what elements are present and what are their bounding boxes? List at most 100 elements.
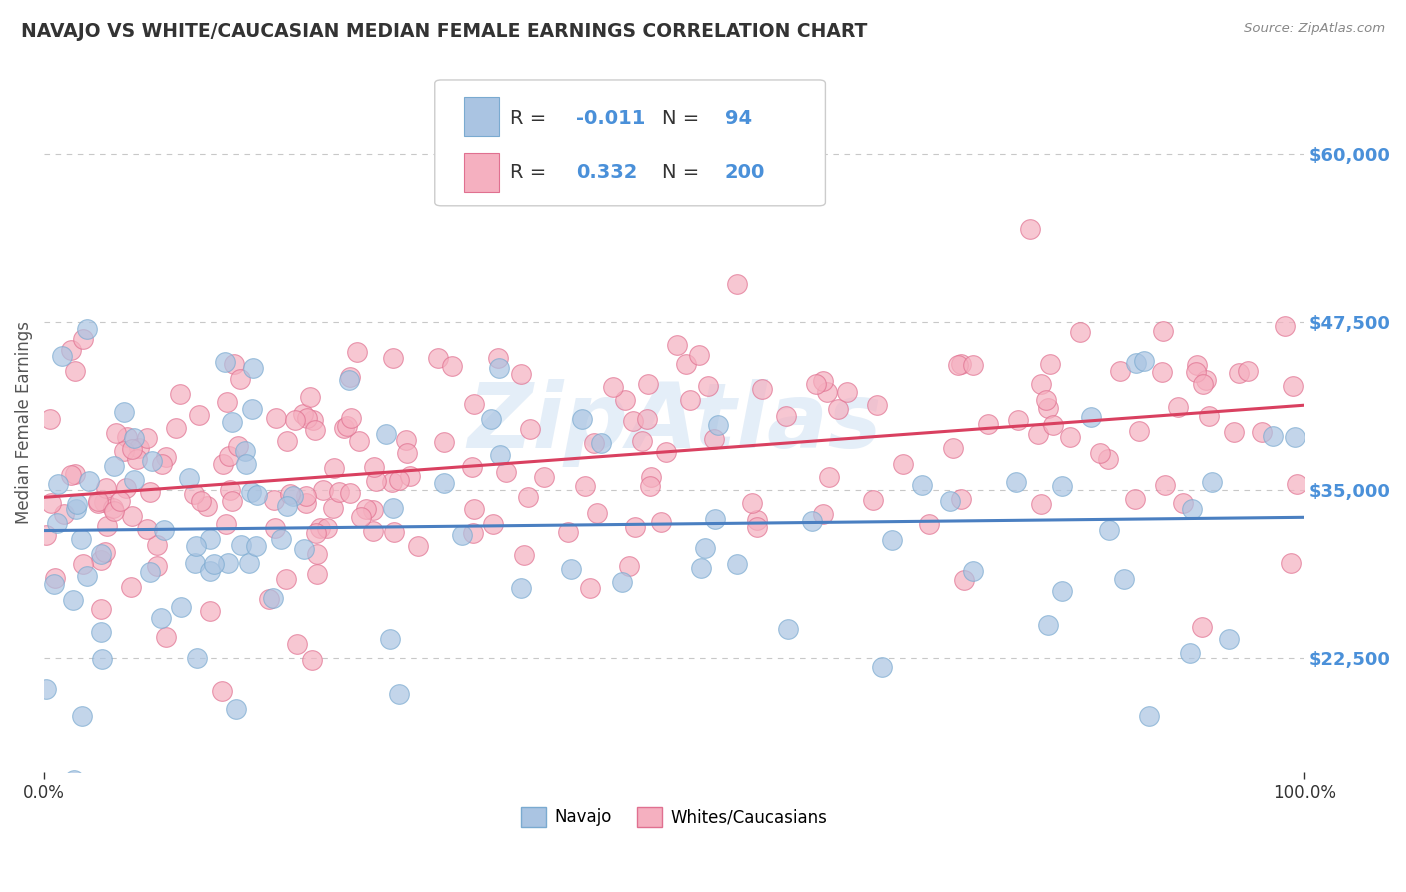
Point: [1185, 358, 1208, 372]
Point: [339, 486, 361, 500]
Point: [150, 457, 173, 471]
Point: [361, 503, 384, 517]
Point: [96, 519, 118, 533]
Point: [745, 514, 768, 528]
Text: -0.011: -0.011: [576, 109, 645, 128]
Point: [640, 469, 662, 483]
Point: [1132, 354, 1154, 368]
Point: [638, 479, 661, 493]
Point: [190, 494, 212, 508]
Point: [619, 559, 641, 574]
Bar: [464, 97, 499, 136]
Point: [346, 344, 368, 359]
Point: [1050, 583, 1073, 598]
Point: [240, 402, 263, 417]
Point: [259, 592, 281, 607]
Point: [298, 390, 321, 404]
Point: [1285, 476, 1308, 491]
Point: [214, 516, 236, 531]
Point: [517, 490, 540, 504]
Point: [406, 539, 429, 553]
Point: [276, 434, 298, 448]
Point: [1128, 424, 1150, 438]
Point: [962, 565, 984, 579]
Point: [689, 561, 711, 575]
Point: [361, 524, 384, 538]
Point: [460, 460, 482, 475]
Point: [623, 414, 645, 428]
Point: [225, 702, 247, 716]
Point: [264, 411, 287, 425]
Point: [1152, 365, 1174, 379]
Point: [233, 443, 256, 458]
Point: [155, 630, 177, 644]
Point: [302, 413, 325, 427]
Point: [862, 492, 884, 507]
Point: [583, 435, 606, 450]
Point: [827, 402, 849, 417]
Point: [1173, 496, 1195, 510]
Text: Source: ZipAtlas.com: Source: ZipAtlas.com: [1244, 22, 1385, 36]
Point: [1112, 572, 1135, 586]
Point: [486, 351, 509, 365]
Point: [725, 277, 748, 292]
Point: [1019, 222, 1042, 236]
Point: [482, 517, 505, 532]
Point: [221, 494, 243, 508]
Point: [87, 494, 110, 508]
Point: [946, 359, 969, 373]
Point: [666, 338, 689, 352]
Point: [976, 417, 998, 431]
Point: [880, 533, 903, 547]
Point: [433, 435, 456, 450]
Point: [509, 581, 531, 595]
Point: [295, 496, 318, 510]
Text: N =: N =: [662, 163, 704, 183]
Point: [72, 332, 94, 346]
Point: [292, 407, 315, 421]
Point: [70, 532, 93, 546]
Point: [186, 651, 208, 665]
Point: [363, 460, 385, 475]
Legend: Navajo, Whites/Caucasians: Navajo, Whites/Caucasians: [515, 800, 834, 834]
Point: [323, 460, 346, 475]
Point: [245, 540, 267, 554]
Point: [1184, 366, 1206, 380]
Point: [270, 532, 292, 546]
Point: [219, 483, 242, 497]
Point: [339, 370, 361, 384]
Point: [801, 514, 824, 528]
Point: [337, 372, 360, 386]
Point: [1154, 478, 1177, 492]
Point: [285, 637, 308, 651]
Point: [169, 600, 191, 615]
Point: [177, 471, 200, 485]
Point: [90, 601, 112, 615]
Point: [217, 556, 239, 570]
Point: [121, 508, 143, 523]
Point: [866, 398, 889, 412]
Point: [440, 359, 463, 373]
Point: [1109, 364, 1132, 378]
Point: [35, 528, 58, 542]
Point: [1050, 478, 1073, 492]
Point: [1261, 429, 1284, 443]
Point: [76, 322, 98, 336]
Point: [226, 439, 249, 453]
Point: [333, 421, 356, 435]
Point: [103, 504, 125, 518]
Point: [354, 501, 377, 516]
Point: [380, 475, 402, 490]
Point: [90, 552, 112, 566]
Point: [104, 426, 127, 441]
Point: [775, 409, 797, 423]
Point: [433, 476, 456, 491]
Point: [776, 622, 799, 636]
Point: [811, 507, 834, 521]
Point: [1125, 356, 1147, 370]
Point: [1195, 373, 1218, 387]
Point: [939, 493, 962, 508]
Point: [276, 500, 298, 514]
Point: [1284, 430, 1306, 444]
Point: [145, 559, 167, 574]
